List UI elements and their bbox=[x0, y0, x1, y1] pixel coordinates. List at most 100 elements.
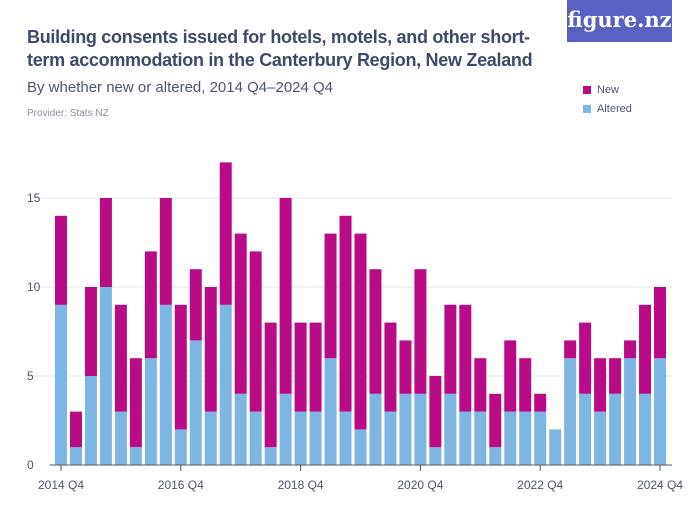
bar-altered bbox=[549, 429, 562, 465]
bar-altered bbox=[339, 411, 352, 465]
bar-altered bbox=[624, 358, 637, 465]
bar-new bbox=[159, 198, 172, 305]
bar-new bbox=[294, 322, 307, 412]
bar-new bbox=[594, 358, 607, 412]
provider: Provider: Stats NZ bbox=[27, 108, 109, 119]
bar-altered bbox=[519, 411, 532, 465]
bar-new bbox=[264, 322, 277, 448]
bar-altered bbox=[219, 304, 232, 465]
bar-altered bbox=[384, 411, 397, 465]
bar-altered bbox=[249, 411, 262, 465]
bar-new bbox=[474, 358, 487, 412]
bar-new bbox=[384, 322, 397, 412]
bar-altered bbox=[55, 304, 67, 465]
bar-altered bbox=[459, 411, 472, 465]
bar-altered bbox=[609, 393, 622, 465]
bar-altered bbox=[84, 376, 97, 465]
bar-new bbox=[129, 358, 142, 448]
legend-item-new: New bbox=[583, 80, 632, 99]
legend-label-new: New bbox=[597, 83, 620, 96]
x-tick-label: 2018 Q4 bbox=[278, 478, 324, 492]
bar-altered bbox=[264, 447, 277, 465]
bar-new bbox=[219, 162, 232, 305]
bar-altered bbox=[399, 393, 412, 465]
bar-new bbox=[399, 340, 412, 394]
bar-new bbox=[504, 340, 517, 412]
bar-altered bbox=[144, 358, 157, 465]
bar-altered bbox=[639, 393, 652, 465]
bar-altered bbox=[69, 447, 82, 465]
bar-new bbox=[339, 215, 352, 412]
bar-altered bbox=[174, 429, 187, 465]
x-tick-label: 2014 Q4 bbox=[38, 478, 84, 492]
bar-new bbox=[234, 233, 247, 394]
bar-altered bbox=[324, 358, 337, 465]
bar-altered bbox=[444, 393, 457, 465]
bar-altered bbox=[564, 358, 577, 465]
bar-altered bbox=[534, 411, 547, 465]
x-tick-label: 2020 Q4 bbox=[397, 478, 443, 492]
chart-subtitle: By whether new or altered, 2014 Q4–2024 … bbox=[27, 79, 334, 96]
bar-new bbox=[204, 287, 217, 412]
bar-altered bbox=[204, 411, 217, 465]
bar-new bbox=[444, 304, 457, 394]
bar-new bbox=[189, 269, 202, 341]
bar-altered bbox=[429, 447, 442, 465]
bar-altered bbox=[279, 393, 292, 465]
bar-new bbox=[55, 215, 67, 305]
bar-new bbox=[84, 287, 97, 376]
chart-title: Building consents issued for hotels, mot… bbox=[27, 27, 533, 70]
bar-new bbox=[459, 304, 472, 412]
bar-new bbox=[579, 322, 592, 394]
x-tick-label: 2024 Q4 bbox=[637, 478, 683, 492]
bar-altered bbox=[654, 358, 666, 465]
y-tick-label: 10 bbox=[27, 280, 41, 294]
bar-altered bbox=[129, 447, 142, 465]
bar-new bbox=[69, 411, 82, 448]
bar-new bbox=[249, 251, 262, 412]
bar-new bbox=[534, 393, 547, 412]
bar-new bbox=[624, 340, 637, 359]
bar-new bbox=[324, 233, 337, 359]
bar-new bbox=[519, 358, 532, 412]
legend-swatch-altered bbox=[583, 104, 591, 113]
bar-altered bbox=[369, 393, 382, 465]
bar-altered bbox=[234, 393, 247, 465]
bar-altered bbox=[114, 411, 127, 465]
bar-new bbox=[174, 304, 187, 430]
bar-new bbox=[414, 269, 427, 394]
legend-label-altered: Altered bbox=[597, 102, 632, 115]
figure-nz-logo[interactable]: figure.nz bbox=[567, 0, 672, 42]
bar-altered bbox=[309, 411, 322, 465]
bar-new bbox=[564, 340, 577, 359]
bar-new bbox=[369, 269, 382, 394]
bar-new bbox=[144, 251, 157, 359]
y-tick-label: 0 bbox=[27, 458, 34, 472]
bar-altered bbox=[354, 429, 367, 465]
bar-altered bbox=[504, 411, 517, 465]
legend-swatch-new bbox=[583, 85, 591, 94]
bar-new bbox=[279, 198, 292, 394]
x-tick-label: 2022 Q4 bbox=[517, 478, 563, 492]
bar-new bbox=[99, 198, 112, 287]
bar-altered bbox=[594, 411, 607, 465]
bar-new bbox=[639, 304, 652, 394]
x-tick-label: 2016 Q4 bbox=[158, 478, 204, 492]
legend: New Altered bbox=[583, 80, 632, 118]
bar-altered bbox=[579, 393, 592, 465]
bar-altered bbox=[189, 340, 202, 465]
bar-new bbox=[429, 376, 442, 448]
bar-altered bbox=[294, 411, 307, 465]
bar-altered bbox=[474, 411, 487, 465]
bar-new bbox=[114, 304, 127, 412]
bar-altered bbox=[414, 393, 427, 465]
bar-new bbox=[609, 358, 622, 394]
bar-new bbox=[354, 233, 367, 430]
bar-altered bbox=[159, 304, 172, 465]
bar-altered bbox=[489, 447, 502, 465]
bar-new bbox=[309, 322, 322, 412]
legend-item-altered: Altered bbox=[583, 99, 632, 118]
bar-altered bbox=[99, 287, 112, 465]
y-tick-label: 5 bbox=[27, 369, 34, 383]
